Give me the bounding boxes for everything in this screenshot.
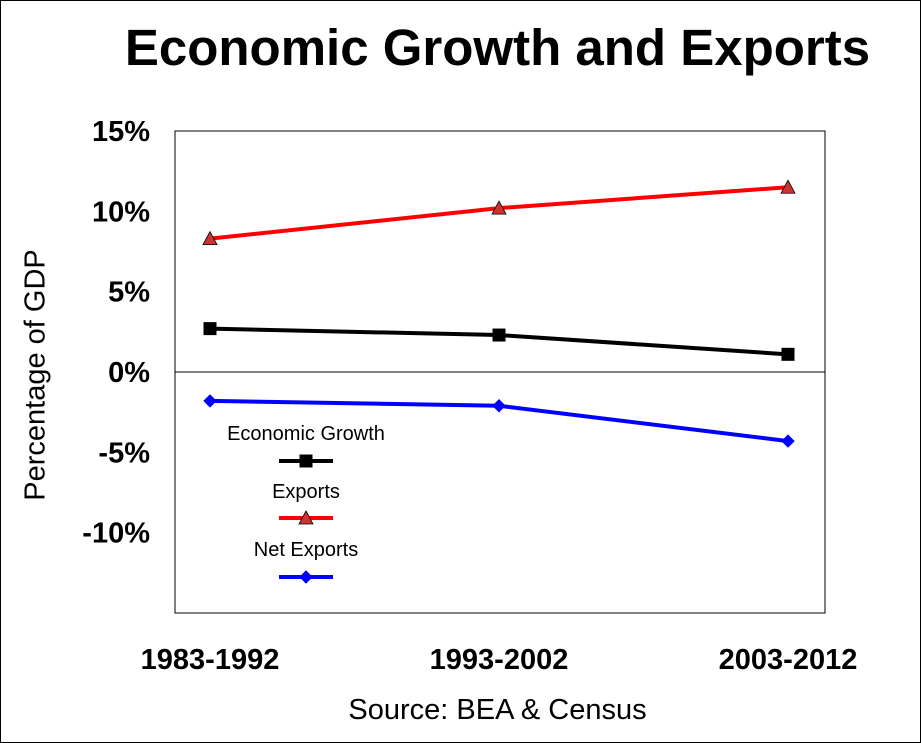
y-tick-label: 0% [108, 357, 150, 389]
source-note: Source: BEA & Census [348, 694, 647, 726]
series-net-exports [203, 394, 795, 448]
legend-label: Economic Growth [227, 423, 385, 445]
triangle-marker [491, 200, 507, 215]
square-marker [203, 322, 217, 336]
y-ticks: 15% 10% 5% 0% -5% -10% [82, 116, 150, 550]
x-ticks: 1983-1992 1993-2002 2003-2012 [141, 644, 858, 676]
diamond-marker [203, 394, 217, 408]
x-tick-label: 2003-2012 [719, 644, 858, 676]
y-tick-label: -5% [98, 437, 150, 469]
y-tick-label: -10% [82, 518, 150, 550]
y-tick-label: 10% [92, 196, 150, 228]
triangle-marker [202, 230, 218, 246]
series-economic-growth [203, 322, 795, 361]
diamond-marker [781, 434, 795, 448]
triangle-marker [298, 510, 314, 525]
series-layer [202, 179, 796, 448]
square-marker [492, 328, 506, 342]
x-tick-label: 1983-1992 [141, 644, 280, 676]
diamond-marker [299, 570, 313, 584]
legend: Economic Growth Exports Net Exports [227, 423, 385, 584]
square-marker [299, 454, 313, 468]
y-tick-label: 15% [92, 116, 150, 148]
triangle-marker [780, 179, 796, 194]
diamond-marker [492, 399, 506, 413]
chart-title: Economic Growth and Exports [124, 19, 871, 76]
y-tick-label: 5% [108, 277, 150, 309]
square-marker [781, 347, 795, 361]
legend-label: Exports [272, 481, 340, 503]
series-exports [202, 179, 796, 246]
legend-label: Net Exports [254, 539, 358, 561]
x-tick-label: 1993-2002 [430, 644, 569, 676]
